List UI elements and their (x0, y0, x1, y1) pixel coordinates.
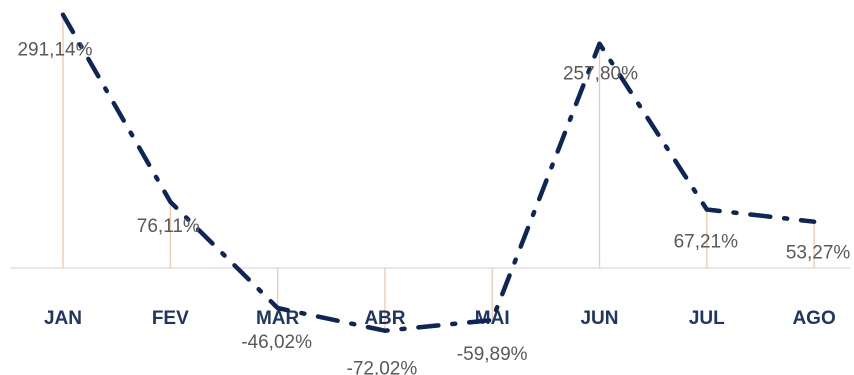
data-label-abr: -72,02% (347, 359, 418, 375)
data-label-jun: 257,80% (563, 64, 638, 85)
category-labels: JAN FEV MAR ABR MAI JUN JUL AGO (44, 308, 836, 329)
category-label-jan: JAN (44, 308, 82, 329)
category-label-abr: ABR (364, 308, 405, 329)
data-label-mar: -46,02% (241, 332, 312, 353)
data-label-fev: 76,11% (137, 216, 200, 237)
data-labels: 291,14% 76,11% -46,02% -72,02% -59,89% 257,80… (17, 40, 850, 375)
category-label-jul: JUL (689, 308, 725, 329)
data-label-ago: 53,27% (786, 243, 851, 264)
category-label-ago: AGO (792, 308, 835, 329)
drop-lines (62, 14, 815, 331)
category-label-fev: FEV (152, 308, 189, 329)
category-label-mar: MAR (256, 308, 300, 329)
data-label-jan: 291,14% (17, 40, 92, 61)
category-label-jun: JUN (580, 308, 618, 329)
data-label-mai: -59,89% (457, 344, 528, 365)
category-label-mai: MAI (475, 308, 510, 329)
series-line (60, 12, 817, 333)
data-label-jul: 67,21% (674, 232, 739, 253)
